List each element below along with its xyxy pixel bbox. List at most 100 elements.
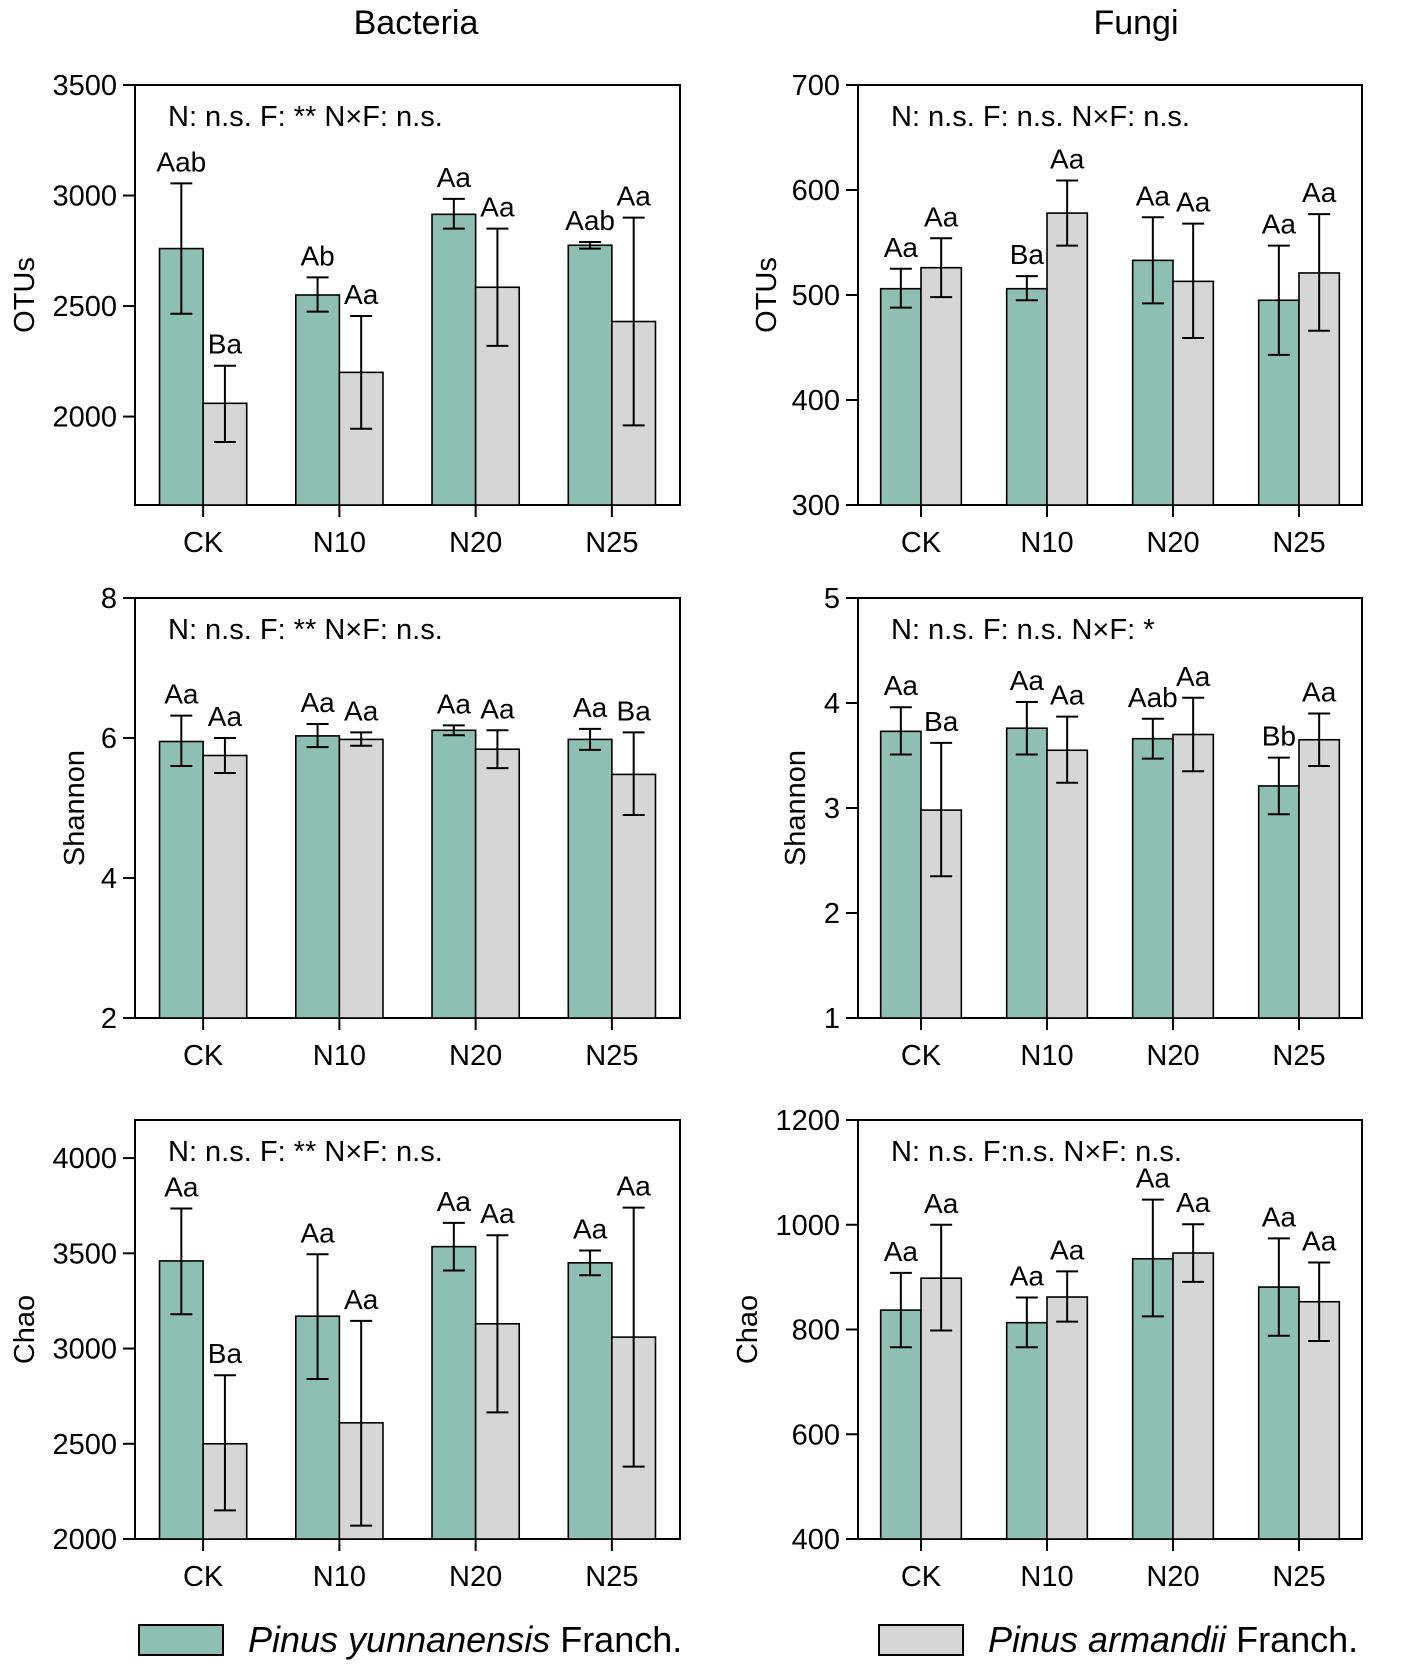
panel-1-N25-s2-sig-label: Aa — [617, 181, 652, 212]
panel-5-N10-s1-sig-label: Aa — [300, 1217, 335, 1248]
panel-1-ytick-label-2: 3000 — [52, 181, 117, 213]
panel-5-xtick-label-N10: N10 — [313, 1561, 366, 1593]
panel-6-ytick-label-1: 600 — [792, 1419, 840, 1451]
panel-4-ytick-label-1: 2 — [824, 898, 840, 930]
fungi-title: Fungi — [1093, 4, 1178, 42]
panel-4-N25-s1-bar — [1257, 785, 1300, 1019]
panel-3-ylabel: Shannon — [59, 750, 91, 866]
panel-1-N25-s1-bar — [567, 244, 613, 506]
panel-3-frame — [134, 597, 681, 1019]
panel-1-N20-s1-bar — [431, 213, 477, 506]
panel-3-ytick-label-1: 4 — [101, 863, 117, 895]
panel-5-ytick-label-4: 4000 — [52, 1143, 117, 1175]
panel-2-stat-text: N: n.s. F: n.s. N×F: n.s. — [891, 101, 1190, 133]
panel-6-ytick-label-3: 1000 — [775, 1210, 840, 1242]
panel-3-xtick-label-N20: N20 — [449, 1040, 502, 1072]
panel-4-N10-s1-sig-label: Aa — [1010, 665, 1045, 696]
panel-3: 2 4 6 8 Shannon N: n.s. F: ** N×F: n.s. Aa Aa CK… — [59, 583, 681, 1072]
panel-3-ytick-label-0: 2 — [101, 1003, 117, 1035]
panel-6-ytick-label-2: 800 — [792, 1315, 840, 1347]
panel-2-N20-s2-sig-label: Aa — [1176, 187, 1211, 218]
panel-2-ytick-label-0: 300 — [792, 490, 840, 522]
panel-3-N25-s1-bar — [567, 738, 613, 1019]
panel-2-xtick-label-N20: N20 — [1146, 527, 1199, 559]
panel-5-ytick-label-3: 3500 — [52, 1238, 117, 1270]
panel-3-CK-s2-bar — [202, 754, 248, 1019]
panel-4-N25-s1-sig-label: Bb — [1262, 721, 1296, 752]
panel-4-N10-s1-bar — [1005, 727, 1048, 1019]
panel-5-xtick-label-N25: N25 — [585, 1561, 638, 1593]
panel-3-xtick-label-N10: N10 — [313, 1040, 366, 1072]
panel-5-ytick-label-2: 3000 — [52, 1334, 117, 1366]
panel-3-CK-s1-sig-label: Aa — [164, 679, 199, 710]
panel-3-N10-s1-bar — [294, 735, 341, 1019]
panel-4-N25-s2-sig-label: Aa — [1302, 677, 1337, 708]
panel-1-N10-s1-sig-label: Ab — [300, 240, 334, 271]
panel-2-N10-s1-sig-label: Ba — [1010, 239, 1045, 270]
panel-4-N10-s2-sig-label: Aa — [1050, 680, 1085, 711]
panel-6-xtick-label-N10: N10 — [1020, 1561, 1073, 1593]
panel-3-xtick-label-N25: N25 — [585, 1040, 638, 1072]
panel-2-xtick-label-N25: N25 — [1272, 527, 1325, 559]
panel-6-N20-s1-sig-label: Aa — [1136, 1163, 1171, 1194]
panel-6-N25-s2-sig-label: Aa — [1302, 1225, 1337, 1256]
panel-4-xtick-label-CK: CK — [901, 1040, 942, 1072]
panel-1-ytick-label-1: 2500 — [52, 291, 117, 323]
panel-4-xtick-label-N10: N10 — [1020, 1040, 1073, 1072]
legend-swatch-series1 — [138, 1624, 224, 1656]
panel-6-N10-s1-sig-label: Aa — [1010, 1261, 1045, 1292]
panel-5-ytick-label-0: 2000 — [52, 1524, 117, 1556]
panel-6-N10-s2-sig-label: Aa — [1050, 1234, 1085, 1265]
panel-2-CK-s1-bar — [879, 287, 922, 506]
panel-2-ytick-label-2: 500 — [792, 280, 840, 312]
panel-5: 2000 2500 3000 3500 4000 Chao N: n.s. F: ** N×… — [9, 1119, 681, 1593]
panel-5-CK-s1-sig-label: Aa — [164, 1172, 199, 1203]
panel-4-ytick-label-4: 5 — [824, 583, 840, 615]
panel-4-ytick-label-2: 3 — [824, 793, 840, 825]
panel-4-stat-text: N: n.s. F: n.s. N×F: * — [891, 614, 1154, 646]
panel-6-N25-s1-sig-label: Aa — [1262, 1201, 1297, 1232]
panel-2-CK-s2-sig-label: Aa — [924, 201, 959, 232]
panel-2-N25-s2-sig-label: Aa — [1302, 177, 1337, 208]
panel-6-CK-s1-sig-label: Aa — [884, 1236, 919, 1267]
panel-1-ytick-label-3: 3500 — [52, 70, 117, 102]
panel-2-ytick-label-3: 600 — [792, 175, 840, 207]
panel-5-N25-s2-sig-label: Aa — [617, 1171, 652, 1202]
panel-4-CK-s1-sig-label: Aa — [884, 670, 919, 701]
panel-4-ylabel: Shannon — [780, 750, 812, 866]
panel-3-N10-s1-sig-label: Aa — [300, 687, 335, 718]
panel-5-N10-s2-sig-label: Aa — [344, 1284, 379, 1315]
panel-1-N20-s1-sig-label: Aa — [437, 162, 472, 193]
panel-4-xtick-label-N25: N25 — [1272, 1040, 1325, 1072]
panel-1-N25-s1-sig-label: Aab — [565, 205, 615, 236]
panel-5-CK-s2-sig-label: Ba — [208, 1338, 243, 1369]
panel-6-CK-s2-sig-label: Aa — [924, 1188, 959, 1219]
panel-2-ylabel: OTUs — [751, 257, 783, 333]
panel-1: 2000 2500 3000 3500 OTUs N: n.s. F: ** N×F: n… — [9, 70, 681, 559]
panel-5-xtick-label-N20: N20 — [449, 1561, 502, 1593]
panel-1-xtick-label-N10: N10 — [313, 527, 366, 559]
panel-2-xtick-label-CK: CK — [901, 527, 942, 559]
panel-1-frame — [134, 84, 681, 506]
panel-2-N25-s1-sig-label: Aa — [1262, 209, 1297, 240]
panel-1-N20-s2-sig-label: Aa — [480, 192, 515, 223]
panel-2-CK-s1-sig-label: Aa — [884, 232, 919, 263]
panel-3-N20-s2-sig-label: Aa — [480, 693, 515, 724]
legend-swatch-series2 — [878, 1624, 964, 1656]
legend-label-series2: Pinus armandii Franch. — [988, 1619, 1359, 1660]
panel-4-ytick-label-0: 1 — [824, 1003, 840, 1035]
panel-6-N20-s2-sig-label: Aa — [1176, 1187, 1211, 1218]
panel-6-ylabel: Chao — [732, 1295, 764, 1364]
panel-5-N25-s1-bar — [567, 1262, 613, 1540]
panel-3-CK-s2-sig-label: Aa — [208, 701, 243, 732]
panel-1-ylabel: OTUs — [9, 257, 41, 333]
panel-3-N25-s1-sig-label: Aa — [573, 692, 608, 723]
panel-2-ytick-label-1: 400 — [792, 385, 840, 417]
panel-6-ytick-label-0: 400 — [792, 1524, 840, 1556]
panel-4-N20-s1-bar — [1131, 737, 1174, 1019]
panel-5-ytick-label-1: 2500 — [52, 1429, 117, 1461]
panel-1-xtick-label-N20: N20 — [449, 527, 502, 559]
panel-5-N20-s2-sig-label: Aa — [480, 1198, 515, 1229]
panel-2-xtick-label-N10: N10 — [1020, 527, 1073, 559]
